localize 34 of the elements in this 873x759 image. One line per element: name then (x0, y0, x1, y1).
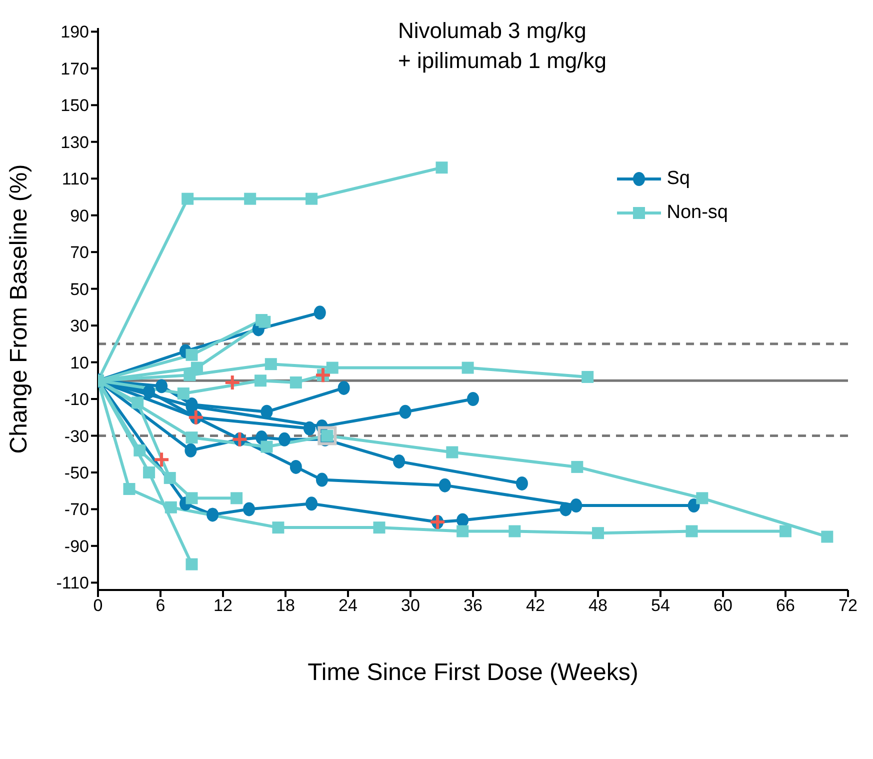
y-tick-label: 110 (62, 170, 89, 189)
y-tick-label: 130 (60, 132, 89, 152)
y-tick-label: 150 (60, 96, 89, 116)
x-tick-label: 12 (214, 596, 232, 616)
y-tick-label: 170 (60, 59, 89, 78)
y-axis-title: Change From Baseline (%) (6, 164, 33, 454)
x-tick-label: 54 (651, 596, 670, 616)
x-tick-label: 72 (838, 596, 858, 616)
y-tick-label: -90 (64, 536, 89, 556)
y-tick-label: 190 (60, 22, 89, 42)
y-tick-label: -110 (56, 574, 89, 593)
x-tick-label: 36 (464, 596, 482, 616)
x-tick-label: 48 (588, 596, 608, 616)
x-tick-label: 30 (401, 596, 420, 616)
x-tick-label: 18 (276, 596, 295, 616)
y-tick-label: 30 (70, 316, 89, 336)
legend-label: Non-sq (666, 202, 728, 224)
y-tick-label: 10 (70, 353, 89, 372)
y-tick-label: 50 (70, 280, 89, 299)
y-tick-label: -30 (64, 426, 89, 446)
y-tick-label: -10 (64, 390, 89, 410)
y-tick-label: 90 (70, 206, 89, 226)
x-tick-label: 42 (526, 596, 545, 616)
x-axis-title: Time Since First Dose (Weeks) (308, 659, 638, 686)
x-tick-label: 60 (714, 596, 732, 616)
x-tick-label: 0 (93, 596, 103, 616)
y-tick-label: -50 (64, 463, 89, 482)
x-tick-label: 66 (776, 596, 795, 616)
x-tick-label: 6 (156, 596, 166, 616)
y-tick-label: -70 (64, 500, 89, 520)
legend-label: Sq (666, 168, 690, 190)
y-tick-label: 70 (70, 243, 89, 262)
chart-title: Nivolumab 3 mg/kg + ipilimumab 1 mg/kg (398, 17, 606, 75)
x-tick-label: 24 (338, 596, 358, 616)
